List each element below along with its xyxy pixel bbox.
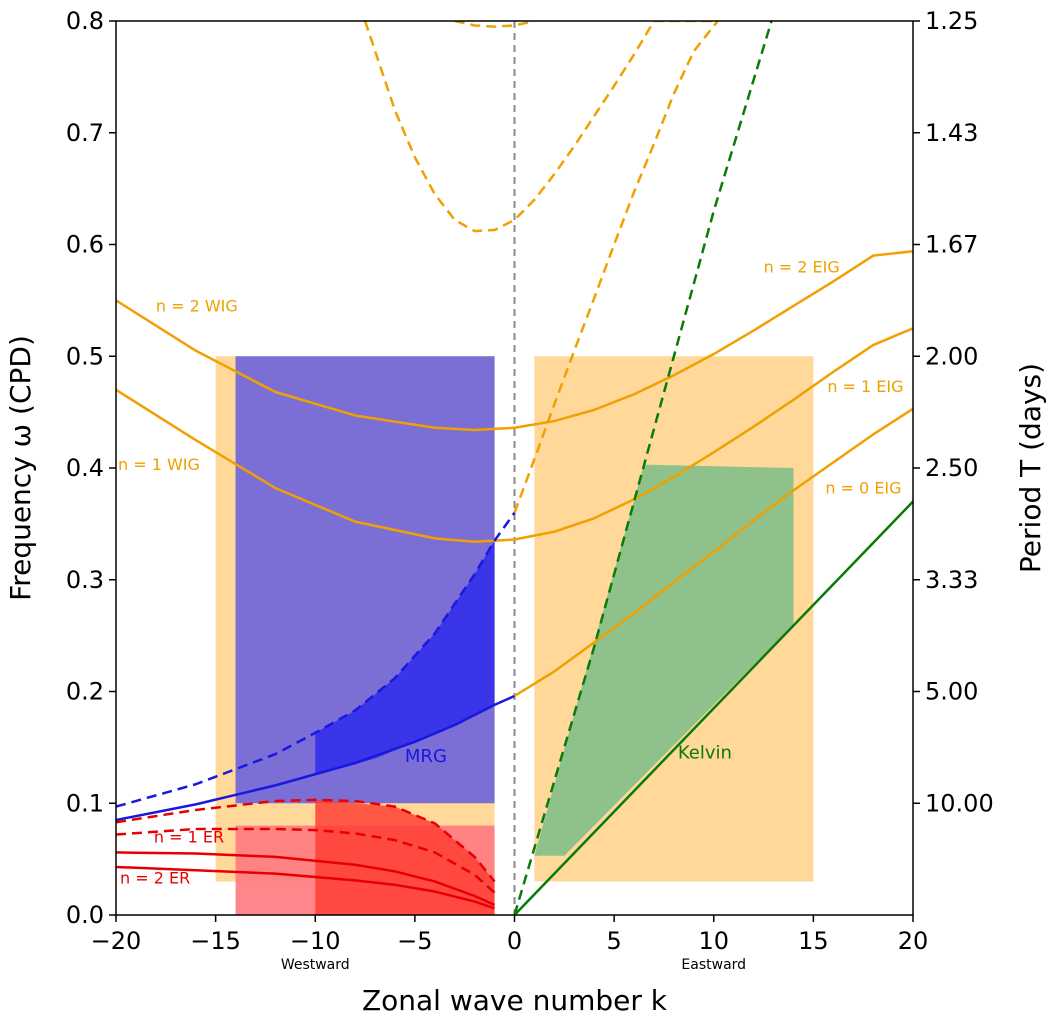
y2-tick-label: 1.67 bbox=[925, 231, 978, 259]
series-mrg bbox=[116, 694, 516, 822]
y2-tick-label: 2.50 bbox=[925, 454, 978, 482]
y-tick-label: 0.3 bbox=[66, 566, 104, 594]
series-kelvin bbox=[513, 500, 913, 915]
series-n-1-ig-shallow bbox=[363, 21, 718, 233]
y-tick-label: 0.8 bbox=[66, 7, 104, 35]
y-tick-label: 0.2 bbox=[66, 678, 104, 706]
series-n-0-eig bbox=[513, 407, 913, 698]
curve-labels: n = 2 WIG n = 1 WIG n = 2 EIG n = 1 EIG n = … bbox=[118, 257, 904, 887]
y-tick-label: 0.6 bbox=[66, 231, 104, 259]
y-axis-ticks: 0.0 0.1 0.2 0.3 0.4 0.5 0.6 0.7 0.8 bbox=[66, 7, 116, 929]
y2-tick-label: 10.00 bbox=[925, 789, 994, 817]
series-n-0-eig-shallow bbox=[513, 21, 719, 514]
direction-annotations: Westward Eastward bbox=[281, 957, 746, 973]
dispersion-curves bbox=[116, 21, 913, 915]
label-n-1-er: n = 1 ER bbox=[154, 827, 224, 846]
y-tick-label: 0.1 bbox=[66, 789, 104, 817]
series-n-2-er-shallow bbox=[116, 827, 496, 894]
y2-axis-label: Period T (days) bbox=[1014, 363, 1047, 573]
label-n-2-wig: n = 2 WIG bbox=[156, 297, 238, 316]
x-tick-label: −15 bbox=[190, 927, 241, 955]
series-n-2-er bbox=[116, 865, 495, 910]
x-tick-label: 5 bbox=[606, 927, 621, 955]
label-n-2-eig: n = 2 EIG bbox=[764, 257, 840, 276]
label-mrg: MRG bbox=[405, 746, 447, 767]
annotation-eastward: Eastward bbox=[681, 957, 746, 973]
y2-tick-label: 1.43 bbox=[925, 119, 978, 147]
y-tick-label: 0.4 bbox=[66, 454, 104, 482]
x-tick-label: 20 bbox=[898, 927, 929, 955]
label-n-1-wig: n = 1 WIG bbox=[118, 455, 200, 474]
label-kelvin: Kelvin bbox=[678, 743, 732, 764]
kelvin-green-region bbox=[534, 464, 794, 856]
y2-axis-ticks: 1.25 1.43 1.67 2.00 2.50 3.33 5.00 10.00 bbox=[913, 7, 994, 817]
label-n-1-eig: n = 1 EIG bbox=[827, 377, 903, 396]
y2-tick-label: 2.00 bbox=[925, 342, 978, 370]
x-tick-label: 0 bbox=[507, 927, 522, 955]
y2-tick-label: 3.33 bbox=[925, 566, 978, 594]
y2-tick-label: 5.00 bbox=[925, 678, 978, 706]
series-n-2-ig-shallow bbox=[454, 21, 535, 28]
y2-tick-label: 1.25 bbox=[925, 7, 978, 35]
series-n-1-er bbox=[116, 851, 496, 907]
series-n-2-eig bbox=[116, 249, 913, 432]
label-n-0-eig: n = 0 EIG bbox=[825, 479, 901, 498]
x-tick-label: 10 bbox=[698, 927, 729, 955]
series-n-1-eig bbox=[116, 327, 913, 544]
series-n-1-er-shallow bbox=[116, 798, 496, 883]
y-axis-label: Frequency ω (CPD) bbox=[4, 335, 37, 601]
x-tick-label: −5 bbox=[397, 927, 432, 955]
y-tick-label: 0.5 bbox=[66, 342, 104, 370]
label-n-2-er: n = 2 ER bbox=[120, 869, 190, 888]
x-axis-ticks: −20 −15 −10 −5 0 5 10 15 20 bbox=[91, 915, 929, 955]
annotation-westward: Westward bbox=[281, 957, 350, 973]
x-tick-label: 15 bbox=[798, 927, 829, 955]
x-axis-label: Zonal wave number k bbox=[362, 984, 668, 1017]
mrg-blue-region bbox=[315, 540, 495, 776]
y-tick-label: 0.7 bbox=[66, 119, 104, 147]
x-tick-label: −10 bbox=[290, 927, 341, 955]
y-tick-label: 0.0 bbox=[66, 901, 104, 929]
x-tick-label: −20 bbox=[91, 927, 142, 955]
